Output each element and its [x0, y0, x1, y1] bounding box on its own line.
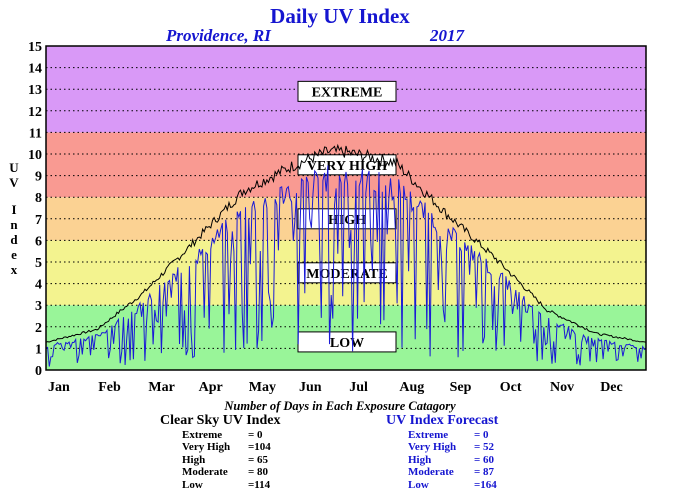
y-tick-label: 10 — [28, 148, 42, 163]
y-tick-label: 13 — [28, 83, 42, 98]
y-tick-label: 6 — [35, 234, 42, 249]
y-tick-label: 12 — [28, 105, 42, 120]
y-tick-label: 14 — [28, 62, 42, 77]
x-tick-label: Jul — [349, 380, 368, 395]
x-tick-label: Jun — [299, 380, 322, 395]
y-axis-letter: n — [10, 217, 18, 232]
y-axis-letter: d — [10, 232, 18, 247]
row-value: =164 — [474, 478, 497, 491]
x-tick-label: May — [249, 380, 276, 395]
y-axis-letter: U — [9, 160, 19, 175]
y-tick-label: 4 — [35, 278, 42, 293]
table-row: High = 65 — [160, 454, 288, 466]
table-row: Very High =104 — [160, 441, 288, 453]
x-tick-label: Nov — [550, 380, 574, 395]
y-tick-label: 9 — [35, 170, 42, 185]
y-tick-label: 8 — [35, 191, 42, 206]
clear-sky-table: Clear Sky UV Index Extreme = 0 Very High =… — [160, 413, 288, 491]
x-tick-label: Sep — [450, 380, 472, 395]
row-label: Low — [408, 478, 429, 491]
row-label: Extreme — [408, 429, 449, 441]
year-label: 2017 — [430, 26, 464, 45]
category-label: MODERATE — [306, 267, 387, 282]
location-label: Providence, RI — [166, 26, 271, 45]
row-value: = 0 — [474, 429, 489, 441]
x-tick-label: Aug — [399, 380, 424, 395]
y-tick-label: 0 — [35, 364, 42, 379]
y-tick-label: 3 — [35, 299, 42, 314]
y-axis-label: U V I n d e x — [6, 160, 22, 277]
y-axis-letter: x — [10, 262, 18, 277]
table-row: Extreme = 0 — [386, 429, 514, 441]
table-row: Very High = 52 — [386, 441, 514, 453]
table-row: Extreme = 0 — [160, 429, 288, 441]
table-row: Low =114 — [160, 479, 288, 491]
category-label: VERY HIGH — [307, 159, 387, 174]
y-tick-label: 1 — [35, 342, 42, 357]
y-axis-letter: V — [9, 175, 19, 190]
clear-sky-header: Clear Sky UV Index — [160, 413, 281, 428]
forecast-header: UV Index Forecast — [386, 413, 499, 428]
row-value: =114 — [248, 478, 271, 491]
table-row: Low =164 — [386, 479, 514, 491]
table-row: High = 60 — [386, 454, 514, 466]
y-tick-label: 15 — [28, 40, 42, 55]
y-tick-label: 7 — [35, 213, 42, 228]
row-value: = 80 — [248, 466, 269, 479]
row-value: =104 — [248, 441, 271, 454]
plot-frame — [45, 45, 647, 371]
category-label: LOW — [330, 336, 364, 351]
row-label: Low — [182, 478, 203, 491]
table-row: Moderate = 80 — [160, 466, 288, 478]
series-line-clear-sky — [45, 143, 647, 343]
row-label: Extreme — [182, 429, 223, 441]
series-line-forecast — [45, 165, 647, 367]
x-tick-label: Dec — [600, 380, 623, 395]
row-label: High — [182, 453, 206, 466]
x-tick-label: Oct — [500, 380, 522, 395]
category-label: EXTREME — [312, 85, 383, 100]
row-label: Moderate — [408, 466, 454, 479]
y-axis-letter: e — [11, 247, 17, 262]
summary-caption: Number of Days in Each Exposure Catagory — [224, 399, 456, 413]
row-label: Very High — [182, 441, 231, 454]
y-tick-label: 2 — [35, 321, 42, 336]
y-tick-label: 11 — [29, 126, 42, 141]
row-label: Very High — [408, 441, 457, 454]
row-value: = 65 — [248, 453, 269, 466]
x-tick-label: Mar — [148, 380, 174, 395]
x-tick-label: Apr — [199, 380, 223, 395]
x-tick-label: Feb — [98, 380, 121, 395]
row-value: = 60 — [474, 453, 495, 466]
row-label: Moderate — [182, 466, 228, 479]
row-value: = 0 — [248, 429, 263, 441]
category-label: HIGH — [328, 213, 366, 228]
table-row: Moderate = 87 — [386, 466, 514, 478]
forecast-table: UV Index Forecast Extreme = 0 Very High = … — [386, 413, 514, 491]
chart-title: Daily UV Index — [270, 4, 410, 28]
row-value: = 52 — [474, 441, 495, 454]
y-tick-label: 5 — [35, 256, 42, 271]
category-box — [297, 80, 397, 102]
y-axis-letter: I — [11, 202, 17, 217]
row-value: = 87 — [474, 466, 495, 479]
row-label: High — [408, 453, 432, 466]
x-tick-label: Jan — [48, 380, 70, 395]
